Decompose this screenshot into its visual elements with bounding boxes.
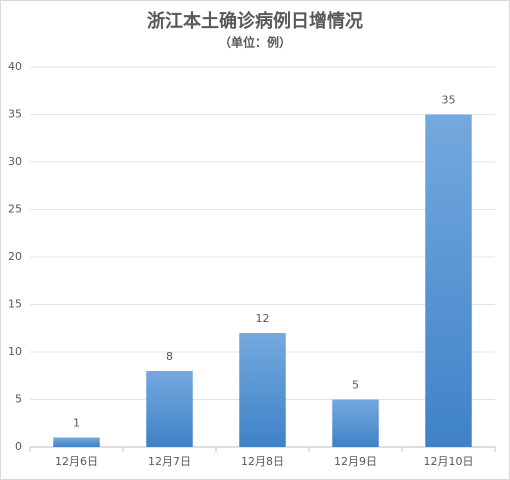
y-tick-label: 40 — [8, 60, 22, 73]
x-tick-label: 12月10日 — [424, 455, 474, 468]
y-tick-label: 30 — [8, 155, 22, 168]
x-tick-label: 12月6日 — [55, 455, 98, 468]
data-label: 5 — [352, 379, 359, 392]
y-tick-label: 15 — [8, 298, 22, 311]
data-label: 12 — [256, 312, 270, 325]
x-tick-label: 12月8日 — [241, 455, 284, 468]
bar — [332, 399, 379, 447]
y-tick-label: 20 — [8, 250, 22, 263]
chart-subtitle: （单位：例） — [219, 35, 291, 50]
y-tick-label: 5 — [15, 393, 22, 406]
data-label: 35 — [442, 94, 456, 107]
x-tick-label: 12月9日 — [334, 455, 377, 468]
y-tick-label: 35 — [8, 108, 22, 121]
data-label: 1 — [73, 417, 80, 430]
chart-title: 浙江本土确诊病例日增情况 — [147, 10, 363, 32]
bar — [239, 333, 286, 447]
bar — [53, 437, 100, 447]
bar — [146, 371, 193, 447]
data-label: 8 — [166, 350, 173, 363]
y-tick-label: 10 — [8, 345, 22, 358]
bar — [425, 114, 472, 447]
y-tick-label: 0 — [15, 440, 22, 453]
y-tick-label: 25 — [8, 203, 22, 216]
x-tick-label: 12月7日 — [148, 455, 191, 468]
